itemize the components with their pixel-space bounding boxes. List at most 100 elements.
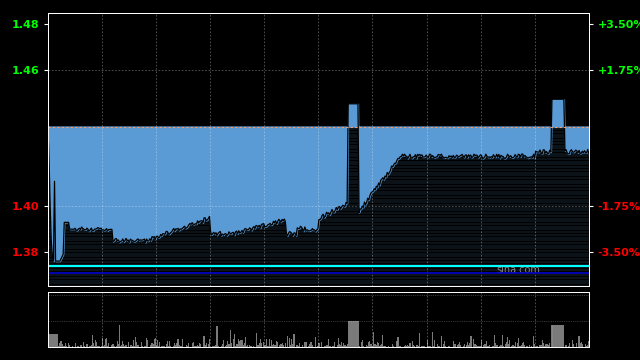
Bar [354,321,355,347]
Bar [463,344,465,347]
Bar [480,346,481,347]
Bar [576,343,577,347]
Bar [476,345,477,347]
Bar [520,346,521,347]
Bar [379,346,380,347]
Bar [280,345,282,347]
Bar [563,325,564,347]
Bar [268,346,269,347]
Bar [145,346,146,347]
Bar [72,346,74,347]
Bar [156,345,157,347]
Bar [261,343,262,347]
Bar [282,343,283,347]
Bar [296,345,297,347]
Bar [413,346,415,347]
Bar [259,342,260,347]
Bar [239,342,241,347]
Bar [54,334,55,347]
Bar [356,321,358,347]
Bar [251,346,252,347]
Bar [53,334,54,347]
Bar [502,346,504,347]
Bar [337,345,338,347]
Bar [285,343,286,347]
Bar [519,346,520,347]
Bar [266,339,268,347]
Bar [157,340,158,347]
Bar [496,345,497,347]
Bar [197,345,198,347]
Bar [104,346,105,347]
Bar [141,342,142,347]
Bar [250,346,252,347]
Bar [518,338,519,347]
Bar [264,345,266,347]
Bar [408,346,410,347]
Bar [135,337,136,347]
Bar [90,346,91,347]
Bar [385,346,386,347]
Bar [460,345,461,347]
Bar [146,338,147,347]
Bar [188,343,189,347]
Bar [179,345,180,347]
Bar [552,325,554,347]
Bar [263,342,264,347]
Bar [275,345,276,347]
Bar [362,340,363,347]
Bar [234,334,235,347]
Bar [452,341,454,347]
Bar [65,343,66,347]
Bar [470,336,471,347]
Bar [95,340,96,347]
Bar [150,345,152,347]
Bar [152,344,154,347]
Bar [531,346,532,347]
Bar [441,336,442,347]
Bar [84,346,85,347]
Bar [405,345,406,347]
Bar [212,346,213,347]
Bar [485,345,486,347]
Bar [77,346,78,347]
Bar [467,342,468,347]
Bar [380,345,381,347]
Bar [64,346,65,347]
Bar [297,345,298,347]
Bar [173,346,174,347]
Bar [355,321,356,347]
Bar [238,339,239,347]
Bar [586,346,588,347]
Bar [388,346,389,347]
Bar [393,346,394,347]
Bar [170,346,171,347]
Bar [68,343,69,347]
Bar [127,342,129,347]
Bar [569,343,570,347]
Bar [328,338,329,347]
Bar [375,344,376,347]
Bar [560,325,561,347]
Bar [396,341,397,347]
Bar [271,340,272,347]
Bar [66,346,67,347]
Bar [260,339,261,347]
Bar [304,342,305,347]
Bar [378,343,379,347]
Bar [412,341,413,347]
Bar [417,345,418,347]
Bar [344,345,346,347]
Bar [204,336,205,347]
Bar [493,346,494,347]
Bar [161,346,163,347]
Bar [287,336,288,347]
Bar [246,346,247,347]
Bar [230,343,232,347]
Bar [495,343,496,347]
Bar [361,342,362,347]
Bar [321,342,322,347]
Bar [186,345,188,347]
Bar [339,344,340,347]
Bar [258,345,259,347]
